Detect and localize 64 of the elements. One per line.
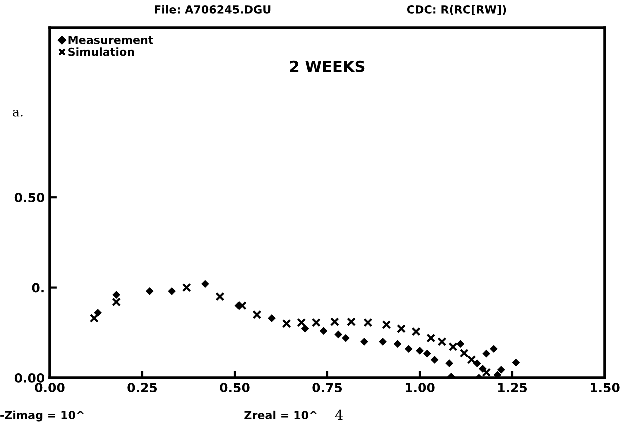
x-tick-label: 0.00 (35, 383, 65, 393)
text: -Zimag = 10^ (0, 410, 84, 422)
point (497, 366, 506, 374)
point (412, 327, 421, 336)
point (112, 291, 121, 299)
point (426, 334, 436, 343)
point (252, 310, 262, 320)
point (456, 340, 465, 348)
x-tick-label: 1.00 (406, 383, 435, 393)
x-tick-label: 1.50 (590, 383, 620, 393)
x-tick-label: 0.50 (220, 383, 250, 393)
point (347, 318, 356, 327)
text: File: A706245.DGU (155, 5, 271, 14)
point (342, 334, 350, 342)
text: Zreal = 10^ (244, 410, 318, 420)
point (446, 360, 454, 368)
point (394, 340, 402, 348)
point (301, 325, 310, 333)
point (297, 318, 306, 328)
y-tick-label: 0.00 (14, 373, 45, 383)
text: a. (13, 110, 23, 117)
point (416, 347, 424, 355)
point (430, 356, 439, 364)
point (482, 368, 492, 378)
point (282, 319, 292, 328)
point (330, 318, 340, 327)
point (460, 348, 469, 358)
point (216, 292, 225, 302)
x-tick-label: 0.75 (312, 383, 342, 393)
point (382, 320, 392, 330)
x-tick-label: 1.25 (498, 383, 528, 393)
y-tick-label: 0.50 (14, 193, 45, 203)
point (482, 350, 491, 358)
point (334, 330, 343, 339)
point (201, 280, 210, 288)
point (404, 345, 413, 354)
legend-label: Measurement (68, 36, 154, 44)
point (90, 314, 99, 323)
point (94, 309, 102, 317)
text: 2 WEEKS (290, 60, 365, 72)
point (146, 287, 154, 296)
point (512, 358, 520, 367)
point (467, 355, 476, 364)
point (379, 338, 387, 346)
point (312, 318, 321, 328)
point (490, 345, 498, 354)
point (448, 342, 458, 352)
point (396, 324, 406, 334)
point (423, 350, 432, 358)
text: 4 (335, 410, 344, 420)
point (320, 327, 328, 336)
point (168, 287, 176, 296)
y-tick-label: 0. (32, 283, 44, 293)
point (473, 360, 482, 368)
point (364, 318, 373, 328)
legend-label: Simulation (68, 48, 134, 56)
point (182, 283, 192, 292)
text: CDC: R(RC[RW]) (407, 5, 506, 16)
point (360, 338, 368, 346)
point (438, 337, 447, 346)
point (494, 371, 502, 378)
point (268, 314, 276, 322)
x-tick-label: 0.25 (128, 383, 158, 393)
point (112, 298, 122, 307)
